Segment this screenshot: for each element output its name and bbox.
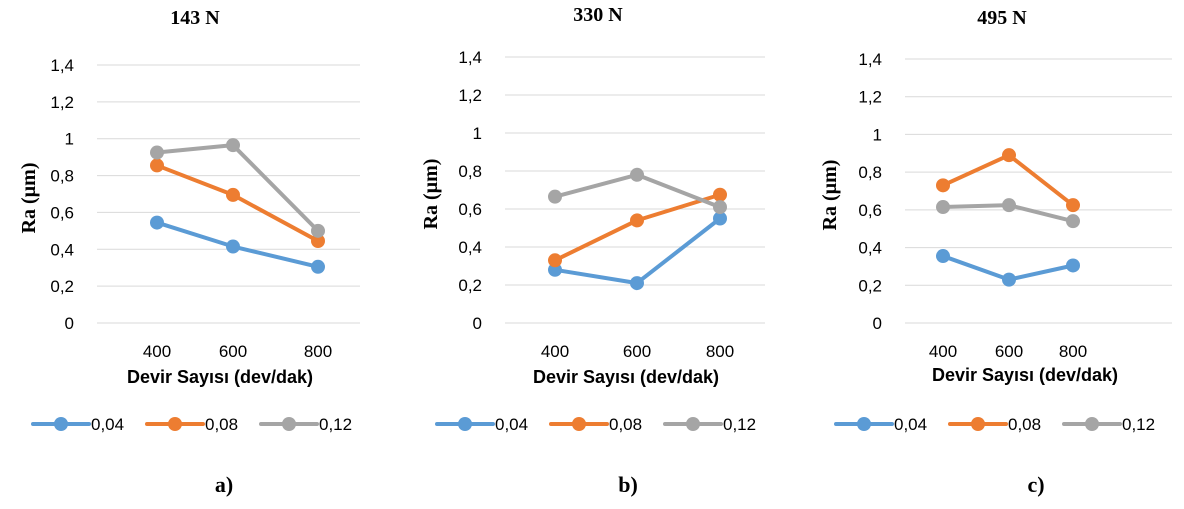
x-tick-label: 800 xyxy=(1059,342,1087,361)
y-tick-label: 0,8 xyxy=(858,163,882,182)
y-tick-label: 0,4 xyxy=(50,240,74,259)
y-tick-label: 0,8 xyxy=(50,167,74,186)
data-point-0,12 xyxy=(1002,198,1016,213)
y-tick-label: 0,2 xyxy=(458,276,482,295)
data-point-0,12 xyxy=(1066,214,1080,229)
y-tick-label: 0,8 xyxy=(458,162,482,181)
y-tick-label: 0 xyxy=(65,314,74,333)
y-tick-label: 1,2 xyxy=(458,86,482,105)
panel-label: a) xyxy=(215,472,233,497)
y-tick-label: 1,2 xyxy=(858,88,882,107)
series-line-0,08 xyxy=(941,153,1075,208)
legend-label: 0,12 xyxy=(1122,415,1155,434)
legend-label: 0,08 xyxy=(1008,415,1041,434)
data-point-0,12 xyxy=(150,145,164,160)
data-point-0,12 xyxy=(936,200,950,215)
data-point-0,04 xyxy=(713,211,727,226)
legend-label: 0,04 xyxy=(495,415,528,434)
y-tick-label: 0 xyxy=(873,314,882,333)
x-tick-label: 800 xyxy=(706,342,734,361)
y-tick-label: 1,2 xyxy=(50,93,74,112)
data-point-0,04 xyxy=(630,276,644,291)
data-point-0,04 xyxy=(936,249,950,264)
x-tick-label: 600 xyxy=(219,342,247,361)
data-point-0,12 xyxy=(548,189,562,204)
data-point-0,08 xyxy=(630,213,644,228)
legend-marker-0,04 xyxy=(857,417,871,431)
chart-panel-b: 0 0,2 0,4 0,6 0,8 1 1,2 1,4 400 600 800 330 N Ra (µm… xyxy=(420,4,765,497)
series-line-0,08 xyxy=(553,192,722,263)
x-tick-label: 800 xyxy=(304,342,332,361)
legend-label: 0,12 xyxy=(319,415,352,434)
chart-panel-a: 0 0,2 0,4 0,6 0,8 1 1,2 1,4 400 600 800 143 N Ra (µm… xyxy=(18,7,360,497)
data-point-0,08 xyxy=(226,187,240,202)
data-point-0,12 xyxy=(630,167,644,182)
y-tick-label: 0 xyxy=(473,314,482,333)
x-tick-label: 400 xyxy=(143,342,171,361)
legend-marker-0,08 xyxy=(168,417,182,431)
series-line-0,12 xyxy=(155,143,320,233)
legend-marker-0,12 xyxy=(686,417,700,431)
data-point-0,12 xyxy=(226,138,240,153)
y-tick-label: 1,4 xyxy=(50,56,74,75)
data-point-0,08 xyxy=(150,158,164,173)
y-tick-label: 0,2 xyxy=(50,277,74,296)
y-tick-label: 0,6 xyxy=(458,200,482,219)
x-axis-label: Devir Sayısı (dev/dak) xyxy=(533,367,719,387)
panel-label: c) xyxy=(1027,472,1044,497)
y-tick-label: 0,6 xyxy=(858,201,882,220)
y-axis-label: Ra (µm) xyxy=(18,163,40,234)
y-tick-label: 0,4 xyxy=(458,238,482,257)
data-point-0,08 xyxy=(311,233,325,248)
data-point-0,08 xyxy=(936,178,950,193)
legend-label: 0,08 xyxy=(609,415,642,434)
y-tick-label: 1 xyxy=(65,130,74,149)
legend-label: 0,08 xyxy=(205,415,238,434)
data-point-0,04 xyxy=(311,259,325,274)
legend-marker-0,08 xyxy=(971,417,985,431)
chart-panel-c: 0 0,2 0,4 0,6 0,8 1 1,2 1,4 400 600 800 495 N Ra (µm… xyxy=(819,7,1172,497)
y-tick-label: 1 xyxy=(473,124,482,143)
x-tick-label: 400 xyxy=(541,342,569,361)
x-tick-label: 400 xyxy=(929,342,957,361)
legend-marker-0,12 xyxy=(282,417,296,431)
y-axis-label: Ra (µm) xyxy=(819,160,841,231)
legend-marker-0,04 xyxy=(458,417,472,431)
data-point-0,12 xyxy=(311,223,325,238)
legend-label: 0,04 xyxy=(894,415,927,434)
data-point-0,12 xyxy=(713,200,727,215)
legend-label: 0,12 xyxy=(723,415,756,434)
data-point-0,08 xyxy=(548,253,562,268)
chart-title: 143 N xyxy=(170,7,220,29)
y-tick-label: 0,6 xyxy=(50,203,74,222)
x-axis-label: Devir Sayısı (dev/dak) xyxy=(127,367,313,387)
x-axis-label: Devir Sayısı (dev/dak) xyxy=(932,365,1118,385)
y-tick-label: 1 xyxy=(873,125,882,144)
data-point-0,04 xyxy=(150,215,164,230)
data-point-0,08 xyxy=(713,187,727,202)
chart-title: 495 N xyxy=(977,7,1027,29)
legend-marker-0,04 xyxy=(54,417,68,431)
y-axis-label: Ra (µm) xyxy=(420,159,442,230)
data-point-0,04 xyxy=(1066,258,1080,273)
y-tick-label: 0,4 xyxy=(858,239,882,258)
chart-title: 330 N xyxy=(573,4,623,26)
legend-marker-0,12 xyxy=(1085,417,1099,431)
y-tick-label: 1,4 xyxy=(458,48,482,67)
data-point-0,04 xyxy=(1002,272,1016,287)
y-tick-label: 0,2 xyxy=(858,276,882,295)
x-tick-label: 600 xyxy=(995,342,1023,361)
legend-marker-0,08 xyxy=(572,417,586,431)
data-point-0,08 xyxy=(1066,198,1080,213)
data-point-0,08 xyxy=(1002,148,1016,163)
series-line-0,04 xyxy=(553,216,722,286)
data-point-0,04 xyxy=(226,239,240,254)
panel-label: b) xyxy=(618,472,638,497)
y-tick-label: 1,4 xyxy=(858,50,882,69)
legend-label: 0,04 xyxy=(91,415,124,434)
x-tick-label: 600 xyxy=(623,342,651,361)
